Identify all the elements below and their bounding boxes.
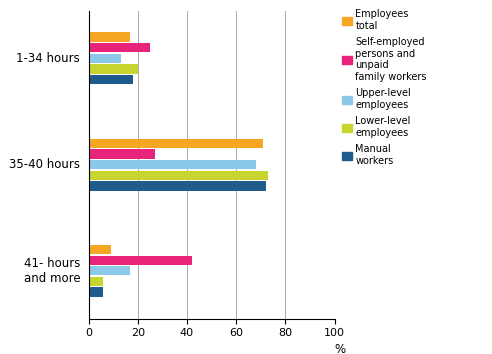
Bar bbox=[89, 160, 256, 169]
Bar bbox=[89, 287, 103, 297]
Bar bbox=[89, 149, 155, 159]
Bar bbox=[89, 266, 130, 275]
Bar bbox=[89, 33, 130, 42]
Bar bbox=[89, 139, 263, 148]
Bar bbox=[89, 171, 268, 180]
Bar bbox=[89, 256, 192, 265]
Bar bbox=[89, 245, 111, 254]
Bar bbox=[89, 75, 133, 84]
Text: %: % bbox=[335, 343, 346, 354]
Bar bbox=[89, 43, 150, 52]
Legend: Employees
total, Self-employed
persons and
unpaid
family workers, Upper-level
em: Employees total, Self-employed persons a… bbox=[342, 9, 427, 166]
Bar bbox=[89, 277, 103, 286]
Bar bbox=[89, 64, 138, 74]
Bar bbox=[89, 54, 121, 63]
Bar bbox=[89, 181, 266, 190]
